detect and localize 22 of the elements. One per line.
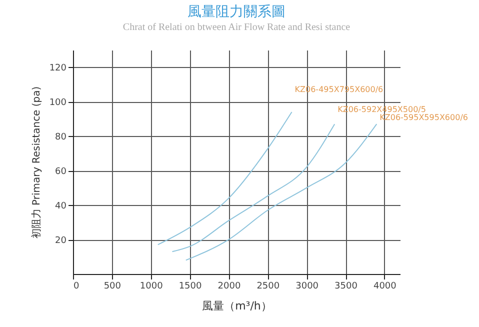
x-tick-label: 500 [104, 282, 122, 292]
x-tick-label: 2000 [218, 282, 241, 292]
x-tick-label: 3500 [334, 282, 358, 292]
y-tick-label: 80 [55, 132, 67, 143]
y-tick-label: 20 [55, 236, 67, 246]
line-series [172, 124, 336, 252]
y-axis-title: 初阻力 Primary Resistance (pa) [30, 86, 42, 239]
chart-title: 風量阻力關系圖 [188, 4, 286, 20]
y-tick-label: 60 [55, 167, 67, 178]
x-axis-title: 風量（m³/h） [202, 300, 272, 312]
y-tick-label: 120 [49, 64, 67, 74]
y-tick-label: 100 [49, 98, 67, 108]
x-tick-label: 4000 [373, 282, 397, 292]
line-series [157, 112, 292, 246]
x-tick-label: 3000 [296, 282, 319, 292]
x-tick-label: 0 [74, 282, 80, 292]
y-tick-label: 40 [55, 202, 67, 212]
x-tick-label: 2500 [256, 282, 280, 292]
x-tick-label: 1000 [140, 282, 164, 292]
chart-subtitle: Chrat of Relati on btween Air Flow Rate and Resi stance [122, 22, 351, 33]
x-tick-label: 1500 [178, 282, 202, 292]
line-series [185, 124, 378, 261]
